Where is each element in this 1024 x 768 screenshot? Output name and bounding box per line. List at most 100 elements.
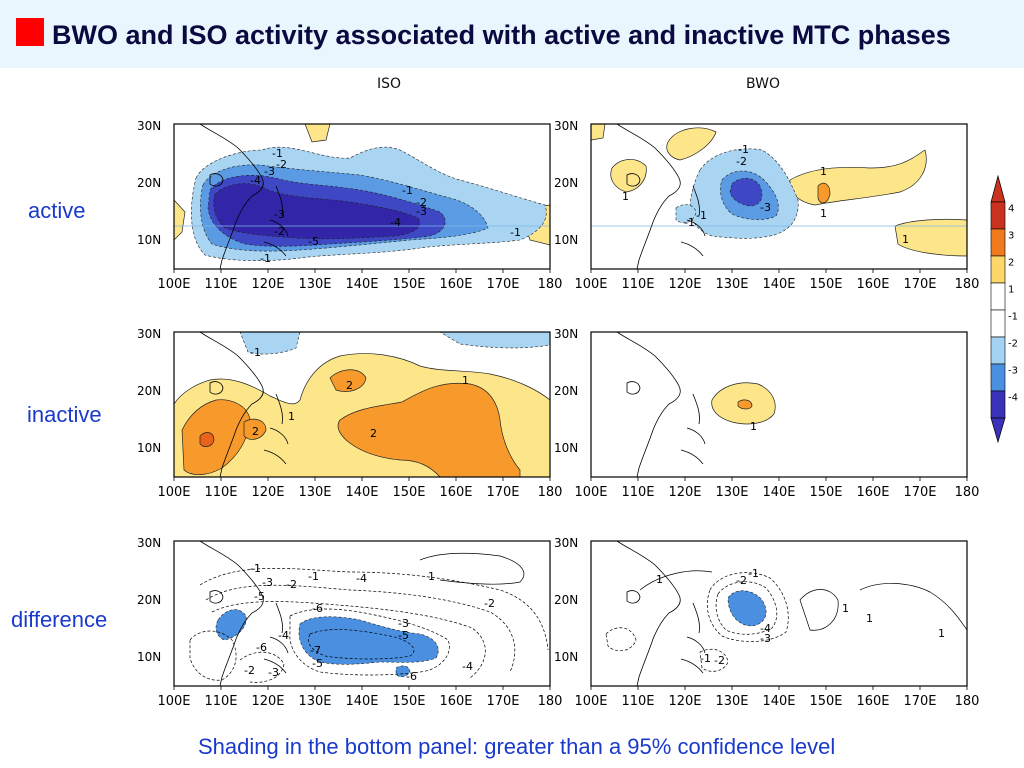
iso-diff-label-15: -4 [462, 660, 473, 673]
iso-diff-signif-c [395, 665, 411, 678]
iso-diff-contour-3 [211, 601, 486, 679]
iso-diff-contour-2 [205, 584, 516, 673]
panel-bwo-inactive-bg [591, 332, 967, 477]
colorbar-label-6: -3 [1008, 365, 1018, 376]
row-label-inactive: inactive [27, 402, 102, 427]
iso-inactive-label-4: 2 [252, 425, 259, 438]
bwo-inactive-label-0: 1 [750, 420, 757, 433]
bwo-inactive-coastline-asia [591, 332, 681, 477]
colorbar-cell-3 [990, 282, 1006, 311]
lon-label-bwo-diff-4: 140E [762, 694, 795, 709]
iso-inactive-label-2: 1 [462, 374, 469, 387]
panel-iso-active: -1 -2 -3 -4 -1 -2 -3 -4 -3 -2 -5 -1 -1 [173, 123, 551, 270]
lon-label-bwo-inactive-7: 170E [903, 485, 936, 500]
iso-diff-coastline-asia [174, 541, 264, 686]
bwo-active-label-1: -2 [736, 155, 747, 168]
lon-label-iso-active-4: 140E [345, 277, 378, 292]
lon-label-iso-diff-0: 100E [157, 694, 190, 709]
colorbar-label-2: 2 [1008, 257, 1014, 268]
iso-active-pos1-a [304, 124, 331, 143]
panel-bwo-active: -1 -2 1 -3 1 -1 1 1 -1 [590, 123, 968, 270]
colorbar-cell-2 [990, 255, 1006, 284]
iso-diff-label-10: -5 [398, 629, 409, 642]
lon-label-iso-diff-2: 120E [251, 694, 284, 709]
lon-label-iso-diff-7: 170E [486, 694, 519, 709]
lon-label-bwo-diff-6: 160E [856, 694, 889, 709]
iso-inactive-neg1-b [439, 332, 550, 349]
axis-labels: 30N 20N 10N 30N 20N 10N 30N 20N 10N 30N … [137, 119, 578, 664]
iso-diff-label-4: -1 [308, 570, 319, 583]
lat-label-iso-diff-10n: 10N [137, 650, 161, 664]
iso-active-label-6: -3 [416, 205, 427, 218]
iso-active-label-0: -1 [272, 147, 283, 160]
lon-label-bwo-inactive-8: 180 [955, 485, 980, 500]
lon-label-bwo-inactive-1: 110E [621, 485, 654, 500]
lon-label-iso-active-0: 100E [157, 277, 190, 292]
iso-diff-contour-4 [289, 608, 450, 676]
lat-label-iso-inactive-20n: 20N [137, 384, 161, 398]
bwo-active-label-8: -1 [684, 216, 695, 229]
panel-bwo-inactive: 1 [590, 331, 968, 478]
lon-label-iso-inactive-6: 160E [439, 485, 472, 500]
iso-diff-label-11: -4 [278, 629, 289, 642]
colorbar-cell-5 [990, 336, 1006, 365]
bwo-active-coastline-asia [591, 124, 681, 269]
bwo-active-coastline-hainan [626, 173, 641, 187]
lon-label-iso-active-5: 150E [392, 277, 425, 292]
bwo-active-neg3 [729, 177, 763, 207]
bwo-diff-label-4: 1 [866, 612, 873, 625]
bwo-active-label-2: 1 [820, 165, 827, 178]
bwo-inactive-contour-labels: 1 [750, 420, 757, 433]
bwo-inactive-coastline-philippines [680, 393, 706, 465]
bwo-diff-label-2: 1 [656, 573, 663, 586]
lat-label-bwo-inactive-20n: 20N [554, 384, 578, 398]
lat-label-iso-inactive-30n: 30N [137, 327, 161, 341]
bwo-active-contour-labels: -1 -2 1 -3 1 -1 1 1 -1 [622, 143, 909, 246]
iso-active-label-1: -2 [276, 158, 287, 171]
bwo-diff-contour-pos-c [639, 570, 713, 591]
lon-label-bwo-active-8: 180 [955, 277, 980, 292]
lat-label-bwo-active-30n: 30N [554, 119, 578, 133]
bwo-diff-label-9: 1 [938, 627, 945, 640]
lon-label-iso-active-8: 180 [538, 277, 563, 292]
lon-label-iso-inactive-7: 170E [486, 485, 519, 500]
lat-label-bwo-active-10n: 10N [554, 233, 578, 247]
iso-active-coastline-asia [174, 124, 264, 269]
iso-active-pos1-b [174, 199, 186, 241]
iso-active-label-11: -1 [510, 226, 521, 239]
iso-diff-contour-5 [308, 629, 415, 660]
colorbar-bottom-arrow [990, 417, 1006, 444]
iso-diff-label-7: -2 [484, 597, 495, 610]
lat-label-bwo-diff-30n: 30N [554, 536, 578, 550]
lon-label-bwo-diff-1: 110E [621, 694, 654, 709]
colorbar-cells [990, 201, 1006, 419]
iso-diff-signif-b [298, 616, 439, 665]
iso-inactive-label-0: -1 [250, 346, 261, 359]
bwo-diff-label-5: -4 [760, 622, 771, 635]
lon-label-bwo-active-3: 130E [715, 277, 748, 292]
bwo-diff-coastline-philippines [680, 602, 706, 674]
bwo-diff-contour-neg-b [605, 627, 637, 652]
lon-label-bwo-active-6: 160E [856, 277, 889, 292]
iso-inactive-coastline-philippines [263, 393, 289, 465]
lon-label-iso-diff-6: 160E [439, 694, 472, 709]
slide-title: BWO and ISO activity associated with act… [52, 20, 951, 50]
bwo-diff-label-3: 1 [842, 602, 849, 615]
lon-label-bwo-active-2: 120E [668, 277, 701, 292]
colorbar-label-0: 4 [1008, 203, 1014, 214]
iso-active-label-2: -3 [264, 165, 275, 178]
iso-diff-label-6: 1 [428, 570, 435, 583]
lon-label-iso-diff-5: 150E [392, 694, 425, 709]
lon-label-iso-diff-3: 130E [298, 694, 331, 709]
lon-label-bwo-diff-3: 130E [715, 694, 748, 709]
bwo-diff-signif [727, 590, 767, 627]
colorbar: 4 3 2 1 -1 -2 -3 -4 [990, 174, 1018, 444]
lon-label-iso-diff-1: 110E [204, 694, 237, 709]
bwo-diff-label-8: -2 [714, 654, 725, 667]
lon-label-bwo-diff-0: 100E [574, 694, 607, 709]
iso-inactive-neg1-a [239, 332, 301, 355]
iso-inactive-pos3 [199, 432, 215, 447]
bwo-diff-contour-pos-b [859, 583, 967, 631]
longitude-tick-labels: 100E 110E 120E 130E 140E 150E 160E 170E 180 100E 1… [157, 269, 979, 709]
